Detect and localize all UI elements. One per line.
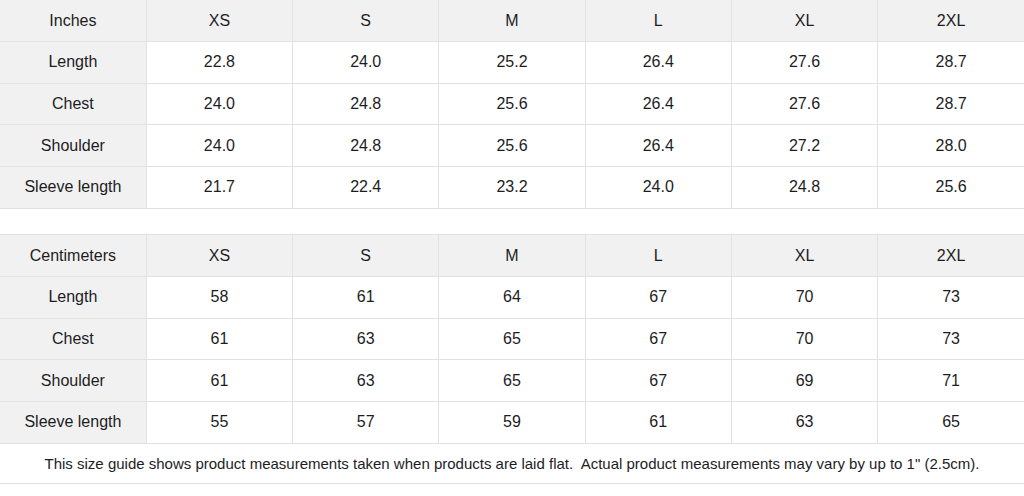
unit-header: Centimeters	[0, 235, 146, 277]
size-guide-footer: This size guide shows product measuremen…	[0, 443, 1024, 484]
measurement-cell: 63	[293, 360, 439, 402]
row-label: Shoulder	[0, 360, 146, 402]
size-guide: Inches XS S M L XL 2XL Length 22.8 24.0 …	[0, 0, 1024, 496]
measurement-cell: 57	[293, 401, 439, 443]
table-row: Shoulder 24.0 24.8 25.6 26.4 27.2 28.0	[0, 125, 1024, 167]
table-row: Sleeve length 21.7 22.4 23.2 24.0 24.8 2…	[0, 166, 1024, 208]
size-column-header: S	[293, 235, 439, 277]
size-column-header: S	[293, 0, 439, 42]
size-guide-note: This size guide shows product measuremen…	[45, 455, 980, 472]
row-label: Length	[0, 42, 146, 84]
size-column-header: L	[585, 0, 731, 42]
measurement-cell: 55	[146, 401, 292, 443]
measurement-cell: 58	[146, 277, 292, 319]
measurement-cell: 61	[293, 277, 439, 319]
measurement-cell: 23.2	[439, 166, 585, 208]
measurement-cell: 25.6	[878, 166, 1024, 208]
measurement-cell: 71	[878, 360, 1024, 402]
measurement-cell: 59	[439, 401, 585, 443]
size-column-header: M	[439, 0, 585, 42]
measurement-cell: 64	[439, 277, 585, 319]
measurement-cell: 27.6	[731, 42, 877, 84]
measurement-cell: 25.2	[439, 42, 585, 84]
measurement-cell: 24.0	[585, 166, 731, 208]
table-row: Shoulder 61 63 65 67 69 71	[0, 360, 1024, 402]
measurement-cell: 61	[146, 318, 292, 360]
measurement-cell: 69	[731, 360, 877, 402]
row-label: Chest	[0, 318, 146, 360]
measurement-cell: 28.7	[878, 42, 1024, 84]
row-label: Shoulder	[0, 125, 146, 167]
table-header-row: Centimeters XS S M L XL 2XL	[0, 235, 1024, 277]
size-column-header: 2XL	[878, 0, 1024, 42]
measurement-cell: 25.6	[439, 125, 585, 167]
measurement-cell: 73	[878, 318, 1024, 360]
row-label: Chest	[0, 83, 146, 125]
measurement-cell: 65	[878, 401, 1024, 443]
measurement-cell: 67	[585, 318, 731, 360]
measurement-cell: 61	[146, 360, 292, 402]
measurement-cell: 24.8	[293, 125, 439, 167]
measurement-cell: 22.4	[293, 166, 439, 208]
measurement-cell: 67	[585, 277, 731, 319]
table-row: Chest 61 63 65 67 70 73	[0, 318, 1024, 360]
measurement-cell: 21.7	[146, 166, 292, 208]
table-row: Length 58 61 64 67 70 73	[0, 277, 1024, 319]
measurement-cell: 28.7	[878, 83, 1024, 125]
measurement-cell: 63	[731, 401, 877, 443]
measurement-cell: 24.0	[146, 125, 292, 167]
size-column-header: XS	[146, 235, 292, 277]
table-row: Length 22.8 24.0 25.2 26.4 27.6 28.7	[0, 42, 1024, 84]
measurement-cell: 65	[439, 318, 585, 360]
measurement-cell: 65	[439, 360, 585, 402]
size-column-header: XS	[146, 0, 292, 42]
measurement-cell: 27.6	[731, 83, 877, 125]
measurement-cell: 22.8	[146, 42, 292, 84]
row-label: Sleeve length	[0, 166, 146, 208]
measurement-cell: 24.0	[146, 83, 292, 125]
table-gap-divider	[0, 208, 1024, 235]
size-column-header: 2XL	[878, 235, 1024, 277]
size-column-header: XL	[731, 0, 877, 42]
measurement-cell: 28.0	[878, 125, 1024, 167]
measurement-cell: 27.2	[731, 125, 877, 167]
measurement-cell: 24.0	[293, 42, 439, 84]
measurement-cell: 73	[878, 277, 1024, 319]
measurement-cell: 67	[585, 360, 731, 402]
measurement-cell: 26.4	[585, 42, 731, 84]
row-label: Length	[0, 277, 146, 319]
measurement-cell: 24.8	[731, 166, 877, 208]
centimeters-table: Centimeters XS S M L XL 2XL Length 58 61…	[0, 235, 1024, 443]
measurement-cell: 61	[585, 401, 731, 443]
size-column-header: XL	[731, 235, 877, 277]
measurement-cell: 25.6	[439, 83, 585, 125]
size-column-header: L	[585, 235, 731, 277]
measurement-cell: 63	[293, 318, 439, 360]
size-column-header: M	[439, 235, 585, 277]
inches-table: Inches XS S M L XL 2XL Length 22.8 24.0 …	[0, 0, 1024, 208]
table-row: Sleeve length 55 57 59 61 63 65	[0, 401, 1024, 443]
row-label: Sleeve length	[0, 401, 146, 443]
table-row: Chest 24.0 24.8 25.6 26.4 27.6 28.7	[0, 83, 1024, 125]
measurement-cell: 26.4	[585, 125, 731, 167]
measurement-cell: 70	[731, 318, 877, 360]
measurement-cell: 70	[731, 277, 877, 319]
measurement-cell: 24.8	[293, 83, 439, 125]
unit-header: Inches	[0, 0, 146, 42]
table-header-row: Inches XS S M L XL 2XL	[0, 0, 1024, 42]
measurement-cell: 26.4	[585, 83, 731, 125]
